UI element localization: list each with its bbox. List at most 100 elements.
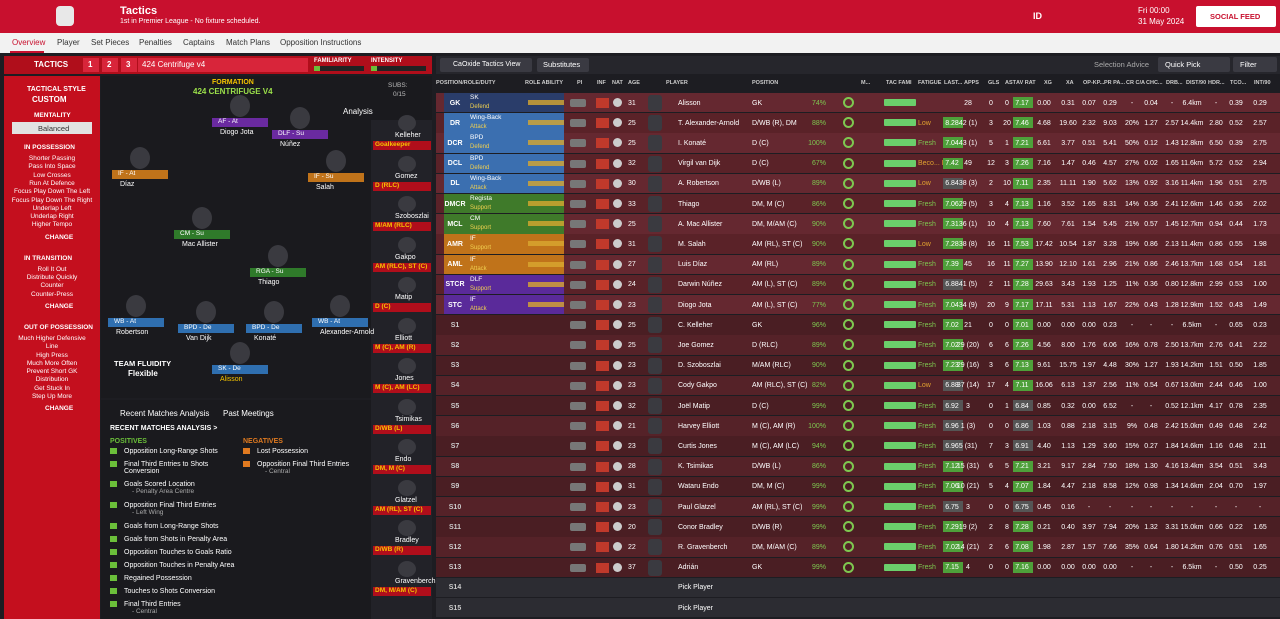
inf-icon xyxy=(596,360,609,371)
player-name[interactable]: A. Mac Allister xyxy=(678,220,723,228)
distance: 13.7km xyxy=(1180,341,1204,349)
chc: 0.36 xyxy=(1144,200,1158,208)
player-name[interactable]: Diogo Jota xyxy=(678,301,712,309)
player-name[interactable]: K. Tsimikas xyxy=(678,463,714,471)
analysis-tab[interactable]: Recent Matches Analysis xyxy=(120,409,210,418)
slot-position: S8 xyxy=(450,463,460,471)
player-name[interactable]: A. Robertson xyxy=(678,180,719,188)
filter[interactable]: Filter xyxy=(1240,60,1257,69)
player-name[interactable]: Joe Gomez xyxy=(678,341,714,349)
player-name[interactable]: I. Konaté xyxy=(678,139,707,147)
last-rating: 7.02 xyxy=(945,341,959,349)
analysis-icon xyxy=(110,461,117,467)
tab[interactable]: Set Pieces xyxy=(91,38,130,47)
int: 0.25 xyxy=(1253,564,1267,572)
tab[interactable]: Opposition Instructions xyxy=(280,38,362,47)
pi-icon xyxy=(570,442,586,451)
last-rating-bg xyxy=(943,501,963,512)
tactic-name[interactable]: 424 Centrifuge v4 xyxy=(142,60,206,69)
player-name[interactable]: C. Kelleher xyxy=(678,321,713,329)
analysis-heading[interactable]: RECENT MATCHES ANALYSIS > xyxy=(110,425,218,432)
bench-avatar xyxy=(398,520,416,536)
inf-icon xyxy=(596,522,609,533)
xg: 3.21 xyxy=(1037,463,1051,471)
change-button[interactable]: CHANGE xyxy=(45,405,74,413)
player-name[interactable]: M. Salah xyxy=(678,240,706,248)
change-button[interactable]: CHANGE xyxy=(45,302,74,310)
change-button[interactable]: CHANGE xyxy=(45,233,74,241)
slot-position: S13 xyxy=(448,564,462,572)
bench-name: Elliott xyxy=(395,334,413,342)
tco: 0.43 xyxy=(1229,301,1243,309)
player-name[interactable]: Thiago xyxy=(678,200,700,208)
tab[interactable]: Penalties xyxy=(139,38,172,47)
slot xyxy=(102,58,118,72)
analysis-item: Lost Possession xyxy=(257,448,308,455)
xg: 1.98 xyxy=(1037,543,1051,551)
inf-icon xyxy=(596,118,609,129)
role: WB - At xyxy=(114,318,137,325)
int: 2.35 xyxy=(1253,402,1267,410)
quick-pick[interactable]: Quick Pick xyxy=(1165,60,1201,69)
condition: 88% xyxy=(811,119,826,127)
assists: 9 xyxy=(1005,301,1009,309)
role-cell xyxy=(444,153,564,173)
goals: 12 xyxy=(987,160,995,168)
player-name[interactable]: Adrián xyxy=(678,564,699,572)
slot-number[interactable]: 1 xyxy=(88,60,93,69)
player-name[interactable]: T. Alexander-Arnold xyxy=(678,119,740,127)
player-name[interactable]: Harvey Elliott xyxy=(678,422,720,430)
goals: 10 xyxy=(987,220,995,228)
average-rating: 7.13 xyxy=(1015,200,1029,208)
role-badge xyxy=(112,170,168,179)
apps: 45 xyxy=(964,261,972,269)
player-name[interactable]: Wataru Endo xyxy=(678,483,719,491)
role-badge xyxy=(174,230,230,239)
player-name[interactable]: Darwin Núñez xyxy=(678,281,722,289)
player-name[interactable]: Curtis Jones xyxy=(678,442,717,450)
table-row xyxy=(436,436,1280,456)
tab[interactable]: Captains xyxy=(183,38,215,47)
tab[interactable]: Overview xyxy=(12,38,46,47)
chc: 0.57 xyxy=(1144,220,1158,228)
tab[interactable]: Player xyxy=(57,38,80,47)
analysis-item: Touches to Shots Conversion xyxy=(124,588,216,595)
distance: 14.2km xyxy=(1180,362,1204,370)
substitutes[interactable]: Substitutes xyxy=(543,60,581,69)
analysis-button[interactable]: Analysis xyxy=(343,107,373,116)
analysis-tab[interactable]: Past Meetings xyxy=(223,409,274,418)
tco: - xyxy=(1234,503,1238,511)
player-name[interactable]: Paul Glatzel xyxy=(678,503,716,511)
mentality[interactable]: Balanced xyxy=(38,124,70,133)
view[interactable]: CaOxide Tactics View xyxy=(453,61,521,68)
player-name[interactable]: Luis Díaz xyxy=(678,261,708,269)
player-name[interactable]: Joël Matip xyxy=(678,402,710,410)
pi-icon xyxy=(570,482,586,491)
last-rating: 6.96 xyxy=(945,442,959,450)
tab-bar xyxy=(0,33,1280,53)
player-name[interactable]: Conor Bradley xyxy=(678,523,723,531)
slot-number[interactable]: 2 xyxy=(107,60,112,69)
player-name[interactable]: R. Gravenberch xyxy=(678,543,728,551)
player-name[interactable]: Cody Gakpo xyxy=(678,382,717,390)
player-name[interactable]: D. Szoboszlai xyxy=(678,362,721,370)
pi-icon xyxy=(570,503,586,511)
subs-count: 0/15 xyxy=(393,91,406,98)
role: IF - At xyxy=(118,170,136,177)
role: SK xyxy=(470,94,479,101)
goals: 0 xyxy=(989,503,993,511)
player-name[interactable]: Pick Player xyxy=(678,584,714,592)
tab[interactable]: Match Plans xyxy=(226,38,271,47)
pi-icon xyxy=(570,563,586,572)
social-feed[interactable]: SOCIAL FEED xyxy=(1210,12,1261,21)
player-name[interactable]: Alisson xyxy=(678,99,701,107)
player-name[interactable]: Pick Player xyxy=(678,604,714,612)
role-badge xyxy=(250,268,306,277)
pr-pass: 4.57 xyxy=(1103,160,1117,168)
slot-number[interactable]: 3 xyxy=(126,60,131,69)
selection-advice[interactable]: Selection Advice xyxy=(1094,60,1150,69)
tco: 0.51 xyxy=(1229,180,1243,188)
player-name[interactable]: Virgil van Dijk xyxy=(678,160,721,168)
role-badge xyxy=(212,118,268,127)
tab-underline xyxy=(10,51,44,53)
